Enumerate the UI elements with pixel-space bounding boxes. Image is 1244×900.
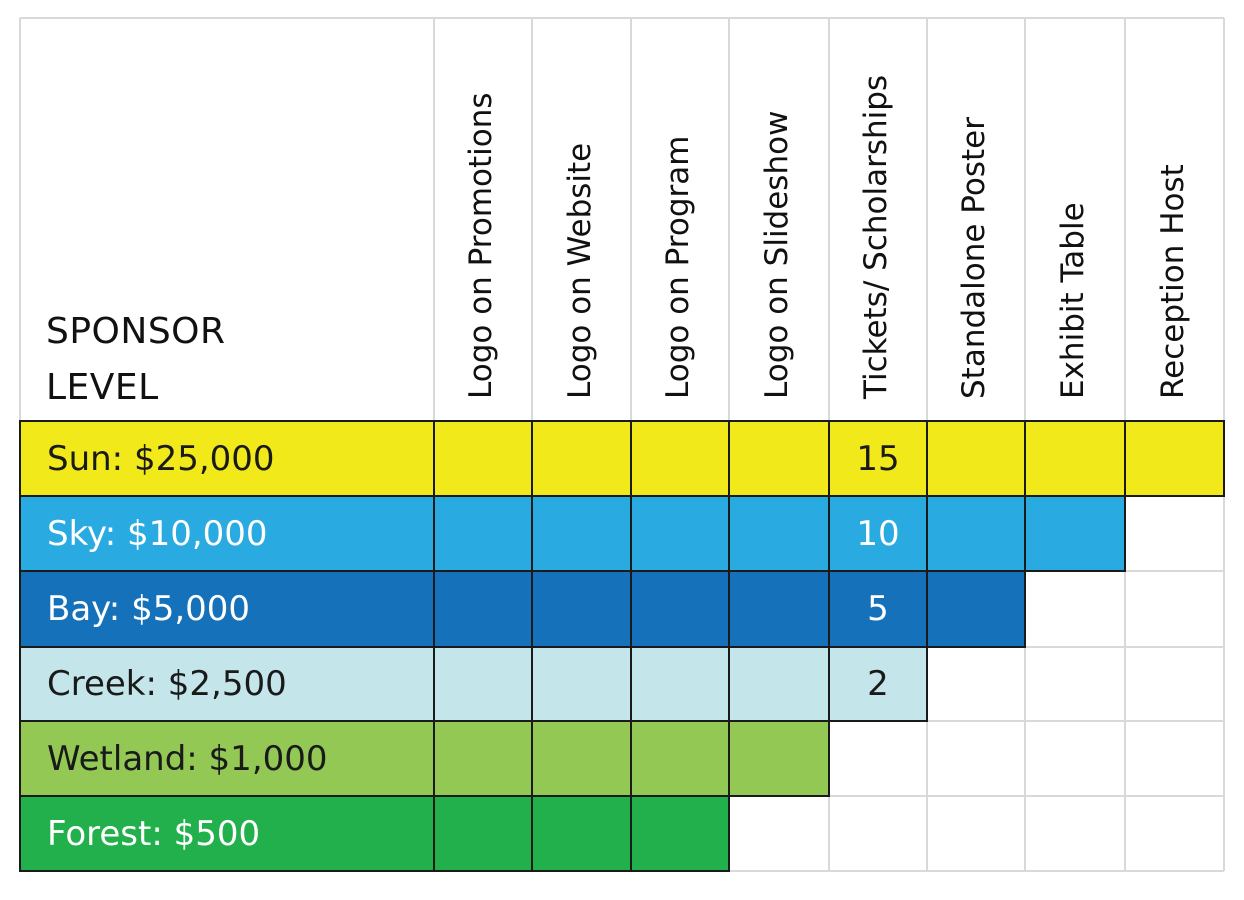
column-header-label: Standalone Poster xyxy=(956,117,992,399)
grid-hline xyxy=(20,17,1224,19)
sponsor-level-header: SPONSOR LEVEL xyxy=(46,304,226,416)
benefit-cell xyxy=(926,420,1026,497)
tickets-count: 2 xyxy=(867,664,889,704)
benefit-cell: 15 xyxy=(828,420,928,497)
benefit-cell xyxy=(1024,420,1126,497)
benefit-cell xyxy=(433,720,533,797)
column-header-label: Logo on Promotions xyxy=(463,92,499,399)
level-label: Wetland: $1,000 xyxy=(47,738,328,779)
level-name-cell: Wetland: $1,000 xyxy=(19,720,435,797)
column-header: Logo on Slideshow xyxy=(729,18,829,421)
benefit-cell: 10 xyxy=(828,495,928,572)
level-label: Creek: $2,500 xyxy=(47,664,287,704)
column-header: Logo on Promotions xyxy=(434,18,532,421)
benefit-cell xyxy=(630,720,730,797)
benefit-cell xyxy=(926,570,1026,648)
level-name-cell: Forest: $500 xyxy=(19,795,435,872)
benefit-cell xyxy=(531,646,632,722)
benefit-cell xyxy=(728,720,830,797)
benefit-cell xyxy=(630,420,730,497)
benefit-cell xyxy=(630,570,730,648)
benefit-cell xyxy=(630,646,730,722)
benefit-cell xyxy=(728,570,830,648)
benefit-cell xyxy=(531,570,632,648)
benefit-cell xyxy=(630,495,730,572)
benefit-cell: 2 xyxy=(828,646,928,722)
level-label: Sky: $10,000 xyxy=(47,513,268,554)
column-header-label: Logo on Program xyxy=(660,135,696,399)
benefit-cell xyxy=(531,720,632,797)
column-header-label: Reception Host xyxy=(1154,164,1191,399)
benefit-cell xyxy=(728,420,830,497)
benefit-cell xyxy=(1124,420,1225,497)
level-label: Bay: $5,000 xyxy=(47,589,251,629)
level-label: Forest: $500 xyxy=(47,813,261,854)
benefit-cell xyxy=(433,420,533,497)
column-header: Exhibit Table xyxy=(1025,18,1125,421)
benefit-cell xyxy=(1024,495,1126,572)
tickets-count: 10 xyxy=(856,513,900,554)
benefit-cell xyxy=(926,495,1026,572)
benefit-cell xyxy=(728,646,830,722)
column-header-label: Tickets/ Scholarships xyxy=(858,74,894,399)
benefit-cell xyxy=(433,795,533,872)
benefit-cell xyxy=(728,495,830,572)
column-header: Standalone Poster xyxy=(927,18,1025,421)
column-header: Reception Host xyxy=(1125,18,1224,421)
column-header-label: Exhibit Table xyxy=(1055,202,1091,399)
benefit-cell xyxy=(433,646,533,722)
column-header: Tickets/ Scholarships xyxy=(829,18,927,421)
tickets-count: 15 xyxy=(856,438,900,479)
level-name-cell: Creek: $2,500 xyxy=(19,646,435,722)
level-name-cell: Bay: $5,000 xyxy=(19,570,435,648)
column-header: Logo on Website xyxy=(532,18,631,421)
header-line-1: SPONSOR xyxy=(46,311,226,352)
level-label: Sun: $25,000 xyxy=(47,438,275,479)
benefit-cell: 5 xyxy=(828,570,928,648)
header-line-2: LEVEL xyxy=(46,367,159,408)
benefit-cell xyxy=(531,420,632,497)
column-header-label: Logo on Slideshow xyxy=(759,110,795,399)
benefit-cell xyxy=(531,495,632,572)
tickets-count: 5 xyxy=(867,589,889,629)
benefit-cell xyxy=(531,795,632,872)
level-name-cell: Sun: $25,000 xyxy=(19,420,435,497)
benefit-cell xyxy=(433,570,533,648)
benefit-cell xyxy=(433,495,533,572)
level-name-cell: Sky: $10,000 xyxy=(19,495,435,572)
benefit-cell xyxy=(630,795,730,872)
column-header: Logo on Program xyxy=(631,18,729,421)
column-header-label: Logo on Website xyxy=(561,142,598,399)
